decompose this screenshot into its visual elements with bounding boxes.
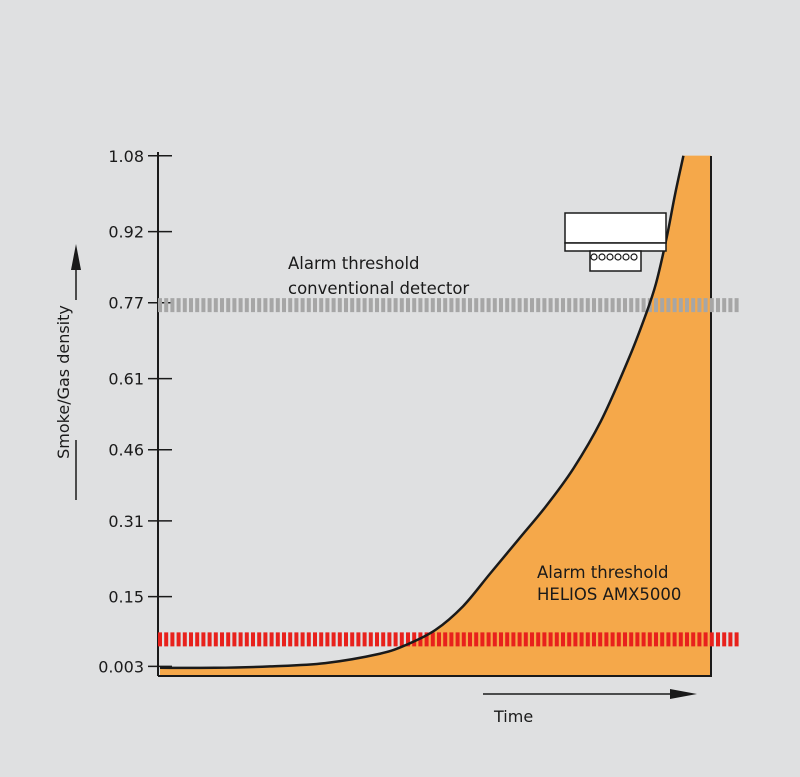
- y-tick-label-1: 0.92: [108, 223, 144, 242]
- x-axis-arrow-head: [670, 689, 697, 699]
- threshold-conventional-label-line1: Alarm threshold: [288, 254, 420, 273]
- density-area: [160, 155, 711, 677]
- smoke-detector-icon: [564, 212, 667, 272]
- y-axis-title: Smoke/Gas density: [54, 305, 73, 459]
- y-axis-arrow-head: [71, 244, 81, 270]
- y-tick-label-0: 1.08: [108, 147, 144, 166]
- y-tick-label-3: 0.61: [108, 370, 144, 389]
- y-tick-label-2: 0.77: [108, 294, 144, 313]
- density-area-column: [683, 155, 711, 677]
- y-tick-label-7: 0.003: [98, 657, 144, 676]
- thresholds: [158, 298, 740, 647]
- y-tick-label-6: 0.15: [108, 588, 144, 607]
- threshold-conventional-label-line2: conventional detector: [288, 279, 469, 298]
- y-ticks: 1.08 0.92 0.77 0.61 0.46 0.31 0.15 0.003: [98, 147, 172, 676]
- x-axis-title: Time: [493, 707, 533, 726]
- y-tick-label-4: 0.46: [108, 441, 144, 460]
- threshold-helios-label-line1: Alarm threshold: [537, 563, 669, 582]
- threshold-helios-label-line2: HELIOS AMX5000: [537, 585, 681, 604]
- density-curve: [159, 155, 685, 670]
- y-tick-label-5: 0.31: [108, 512, 144, 531]
